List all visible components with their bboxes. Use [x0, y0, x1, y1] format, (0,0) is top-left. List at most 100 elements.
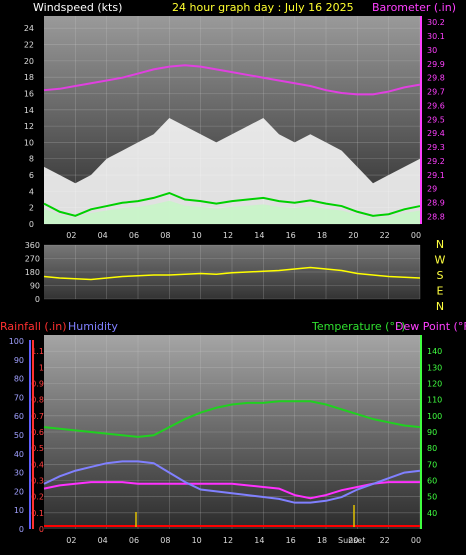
temperature-x-ticks: 02 04 06 08 10 12 14 16 18 20 22 00 — [66, 536, 421, 545]
wind-tick-label: 24 — [24, 24, 34, 33]
rainfall-axis-ticks: 0 0.1 0.2 0.3 0.4 0.5 0.6 0.7 0.8 0.9 1 1.1 — [31, 347, 44, 534]
temperature-tick-label: 40 — [427, 509, 437, 518]
rainfall-tick-label: 0.8 — [31, 396, 44, 405]
x-tick-label: 08 — [160, 536, 170, 545]
temperature-panel-background — [44, 335, 420, 529]
barometer-tick-label: 29.4 — [427, 129, 445, 138]
wind-tick-label: 4 — [29, 187, 34, 196]
wind-tick-label: 20 — [24, 57, 34, 66]
wind-tick-label: 14 — [24, 106, 34, 115]
direction-tick-label: 0 — [35, 295, 40, 304]
compass-label: W — [435, 254, 446, 267]
x-tick-label: 10 — [192, 231, 202, 240]
barometer-axis-title: Barometer (.in) — [372, 1, 456, 14]
compass-label: E — [437, 285, 444, 298]
barometer-tick-label: 28.8 — [427, 212, 445, 221]
x-tick-label: 18 — [317, 231, 327, 240]
x-tick-label: 04 — [98, 536, 108, 545]
chart-title: 24 hour graph day : July 16 2025 — [172, 1, 354, 14]
temperature-tick-label: 140 — [427, 347, 442, 356]
humidity-tick-label: 80 — [14, 375, 24, 384]
average-wind-area — [44, 200, 420, 224]
barometer-tick-label: 29 — [427, 185, 437, 194]
rainfall-tick-label: 0.9 — [31, 380, 44, 389]
temperature-line — [43, 400, 421, 438]
x-tick-label: 12 — [223, 231, 233, 240]
wind-tick-label: 2 — [29, 204, 34, 213]
wind-tick-label: 10 — [24, 138, 34, 147]
humidity-line — [43, 460, 421, 504]
barometer-line — [43, 64, 421, 96]
x-tick-label: 02 — [66, 231, 76, 240]
legend-rainfall: Rainfall (.in) — [0, 320, 67, 333]
x-tick-label: 00 — [411, 536, 421, 545]
x-tick-label: 22 — [380, 536, 390, 545]
compass-label: S — [437, 269, 444, 282]
legend-temperature: Temperature (°F) — [311, 320, 406, 333]
x-tick-label: 14 — [254, 231, 264, 240]
x-tick-label: 16 — [286, 536, 296, 545]
direction-tick-label: 270 — [25, 255, 40, 264]
humidity-tick-label: 90 — [14, 356, 24, 365]
x-tick-label: 10 — [192, 536, 202, 545]
wind-tick-label: 8 — [29, 155, 34, 164]
humidity-tick-label: 20 — [14, 487, 24, 496]
x-tick-label: 22 — [380, 231, 390, 240]
rainfall-tick-label: 1 — [39, 363, 44, 372]
humidity-tick-label: 50 — [14, 431, 24, 440]
barometer-tick-label: 29.6 — [427, 101, 445, 110]
wind-direction-line — [43, 266, 421, 281]
temperature-tick-label: 100 — [427, 412, 442, 421]
humidity-tick-label: 0 — [19, 525, 24, 534]
humidity-tick-label: 60 — [14, 412, 24, 421]
rainfall-tick-label: 0.3 — [31, 477, 44, 486]
barometer-tick-label: 30 — [427, 46, 437, 55]
wind-tick-label: 16 — [24, 89, 34, 98]
gust-area — [44, 117, 420, 224]
rainfall-tick-label: 0.7 — [31, 412, 44, 421]
x-tick-label: 20 — [348, 231, 358, 240]
x-tick-label: 08 — [160, 231, 170, 240]
wind-tick-label: 22 — [24, 41, 34, 50]
temperature-tick-label: 120 — [427, 380, 442, 389]
x-tick-label: 14 — [254, 536, 264, 545]
rainfall-tick-label: 0.6 — [31, 428, 44, 437]
x-tick-label: 06 — [129, 231, 139, 240]
barometer-tick-label: 29.5 — [427, 115, 445, 124]
wind-tick-label: 12 — [24, 122, 34, 131]
direction-tick-label: 180 — [25, 268, 40, 277]
x-tick-label: 06 — [129, 536, 139, 545]
temperature-axis-ticks: 40 50 60 70 80 90 100 110 120 130 140 — [420, 335, 442, 529]
barometer-tick-label: 28.9 — [427, 199, 445, 208]
temperature-tick-label: 80 — [427, 444, 437, 453]
average-wind-line — [43, 191, 421, 217]
direction-tick-label: 90 — [30, 282, 40, 291]
x-tick-label: 04 — [98, 231, 108, 240]
rainfall-tick-label: 0.2 — [31, 493, 44, 502]
x-tick-label: 12 — [223, 536, 233, 545]
x-tick-label: 18 — [317, 536, 327, 545]
barometer-tick-label: 29.3 — [427, 143, 445, 152]
compass-label: N — [436, 238, 444, 251]
rainfall-tick-label: 1.1 — [31, 347, 44, 356]
temperature-tick-label: 50 — [427, 493, 437, 502]
wind-tick-label: 6 — [29, 171, 34, 180]
temperature-tick-label: 90 — [427, 428, 437, 437]
sunset-label: Sunset — [338, 536, 365, 545]
temperature-tick-label: 70 — [427, 460, 437, 469]
x-tick-label: 16 — [286, 231, 296, 240]
barometer-tick-label: 29.7 — [427, 88, 445, 97]
x-tick-label: 20 — [348, 536, 358, 545]
compass-label: N — [436, 300, 444, 313]
humidity-tick-label: 10 — [14, 506, 24, 515]
barometer-axis-ticks: 28.8 28.9 29 29.1 29.2 29.3 29.4 29.5 29.6 29.7 29… — [420, 16, 445, 224]
x-tick-label: 02 — [66, 536, 76, 545]
barometer-tick-label: 30.2 — [427, 18, 445, 27]
humidity-tick-label: 30 — [14, 469, 24, 478]
barometer-tick-label: 29.8 — [427, 74, 445, 83]
temperature-tick-label: 110 — [427, 396, 442, 405]
wind-x-ticks: 02 04 06 08 10 12 14 16 18 20 22 00 — [66, 231, 421, 240]
